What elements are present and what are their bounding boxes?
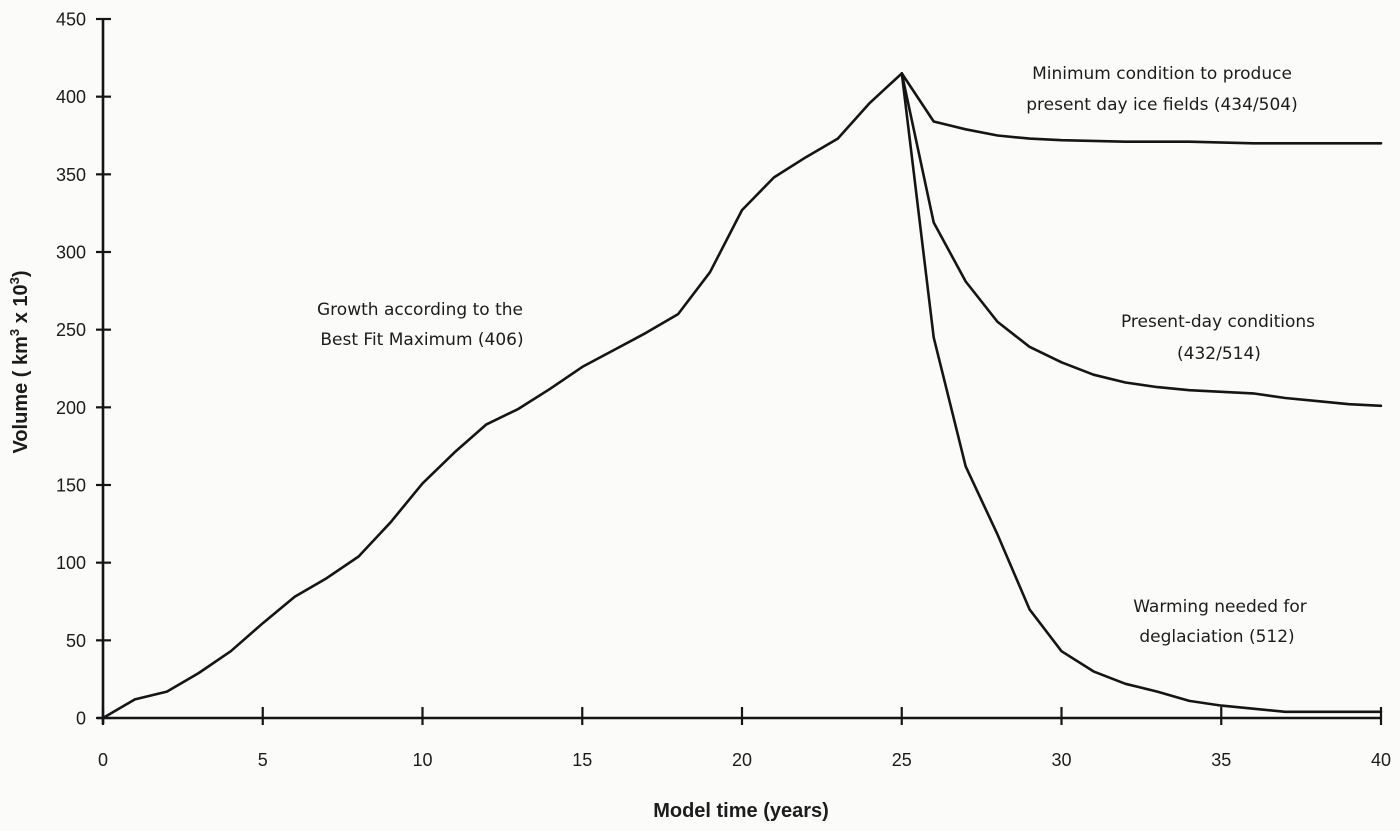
x-ticks: 0 5 10 15 20 25 30 35 40 — [98, 707, 1391, 770]
y-tick-label: 150 — [56, 476, 86, 496]
annotation-present-day: Present-day conditions (432/514) — [1121, 312, 1315, 364]
x-axis-title: Model time (years) — [653, 800, 829, 822]
annotation-growth-line1: Growth according to the — [317, 300, 523, 320]
annotation-minimum-line2: present day ice fields (434/504) — [1026, 95, 1297, 115]
y-tick-label: 450 — [56, 10, 86, 30]
series-warming-line — [900, 72, 1383, 714]
series-minimum-condition-line — [900, 72, 1383, 145]
annotation-minimum-line1: Minimum condition to produce — [1032, 64, 1292, 84]
y-tick-label: 50 — [66, 631, 86, 651]
y-tick-label: 0 — [76, 709, 86, 729]
annotation-growth: Growth according to the Best Fit Maximum… — [317, 300, 524, 350]
y-axis-title: Volume ( km3 x 103) — [7, 270, 32, 453]
y-tick-label: 200 — [56, 398, 86, 418]
x-tick-label: 20 — [732, 750, 752, 770]
x-tick-label: 0 — [98, 750, 108, 770]
x-tick-label: 40 — [1371, 750, 1391, 770]
y-tick-label: 300 — [56, 243, 86, 263]
x-tick-label: 5 — [258, 750, 268, 770]
annotation-growth-line2: Best Fit Maximum (406) — [320, 330, 523, 350]
annotation-minimum-condition: Minimum condition to produce present day… — [1026, 64, 1297, 115]
y-axis-title-superscript: 3 — [7, 277, 22, 284]
y-axis-title-part: ) — [10, 270, 32, 277]
y-tick-label: 250 — [56, 320, 86, 340]
y-tick-label: 400 — [56, 87, 86, 107]
annotation-warming: Warming needed for deglaciation (512) — [1133, 597, 1307, 647]
annotation-present-line2: (432/514) — [1177, 344, 1261, 364]
x-tick-label: 15 — [572, 750, 592, 770]
x-tick-label: 10 — [412, 750, 432, 770]
x-tick-label: 30 — [1051, 750, 1071, 770]
y-axis-title-part: Volume ( km — [10, 336, 32, 453]
annotation-warming-line2: deglaciation (512) — [1139, 627, 1294, 647]
y-axis-title-part: x 10 — [10, 284, 32, 328]
x-tick-label: 35 — [1211, 750, 1231, 770]
y-tick-label: 350 — [56, 165, 86, 185]
series-group — [101, 72, 1383, 720]
annotation-present-line1: Present-day conditions — [1121, 312, 1315, 332]
series-growth-line — [101, 72, 904, 720]
x-tick-label: 25 — [892, 750, 912, 770]
y-axis-title-superscript: 3 — [7, 329, 22, 336]
axes: 0 50 100 150 200 250 300 350 400 450 0 5 10 15 20 25 30… — [56, 10, 1391, 771]
y-tick-label: 100 — [56, 553, 86, 573]
y-ticks: 0 50 100 150 200 250 300 350 400 450 — [56, 10, 111, 729]
annotation-warming-line1: Warming needed for — [1133, 597, 1307, 617]
series-present-day-line — [900, 72, 1383, 408]
